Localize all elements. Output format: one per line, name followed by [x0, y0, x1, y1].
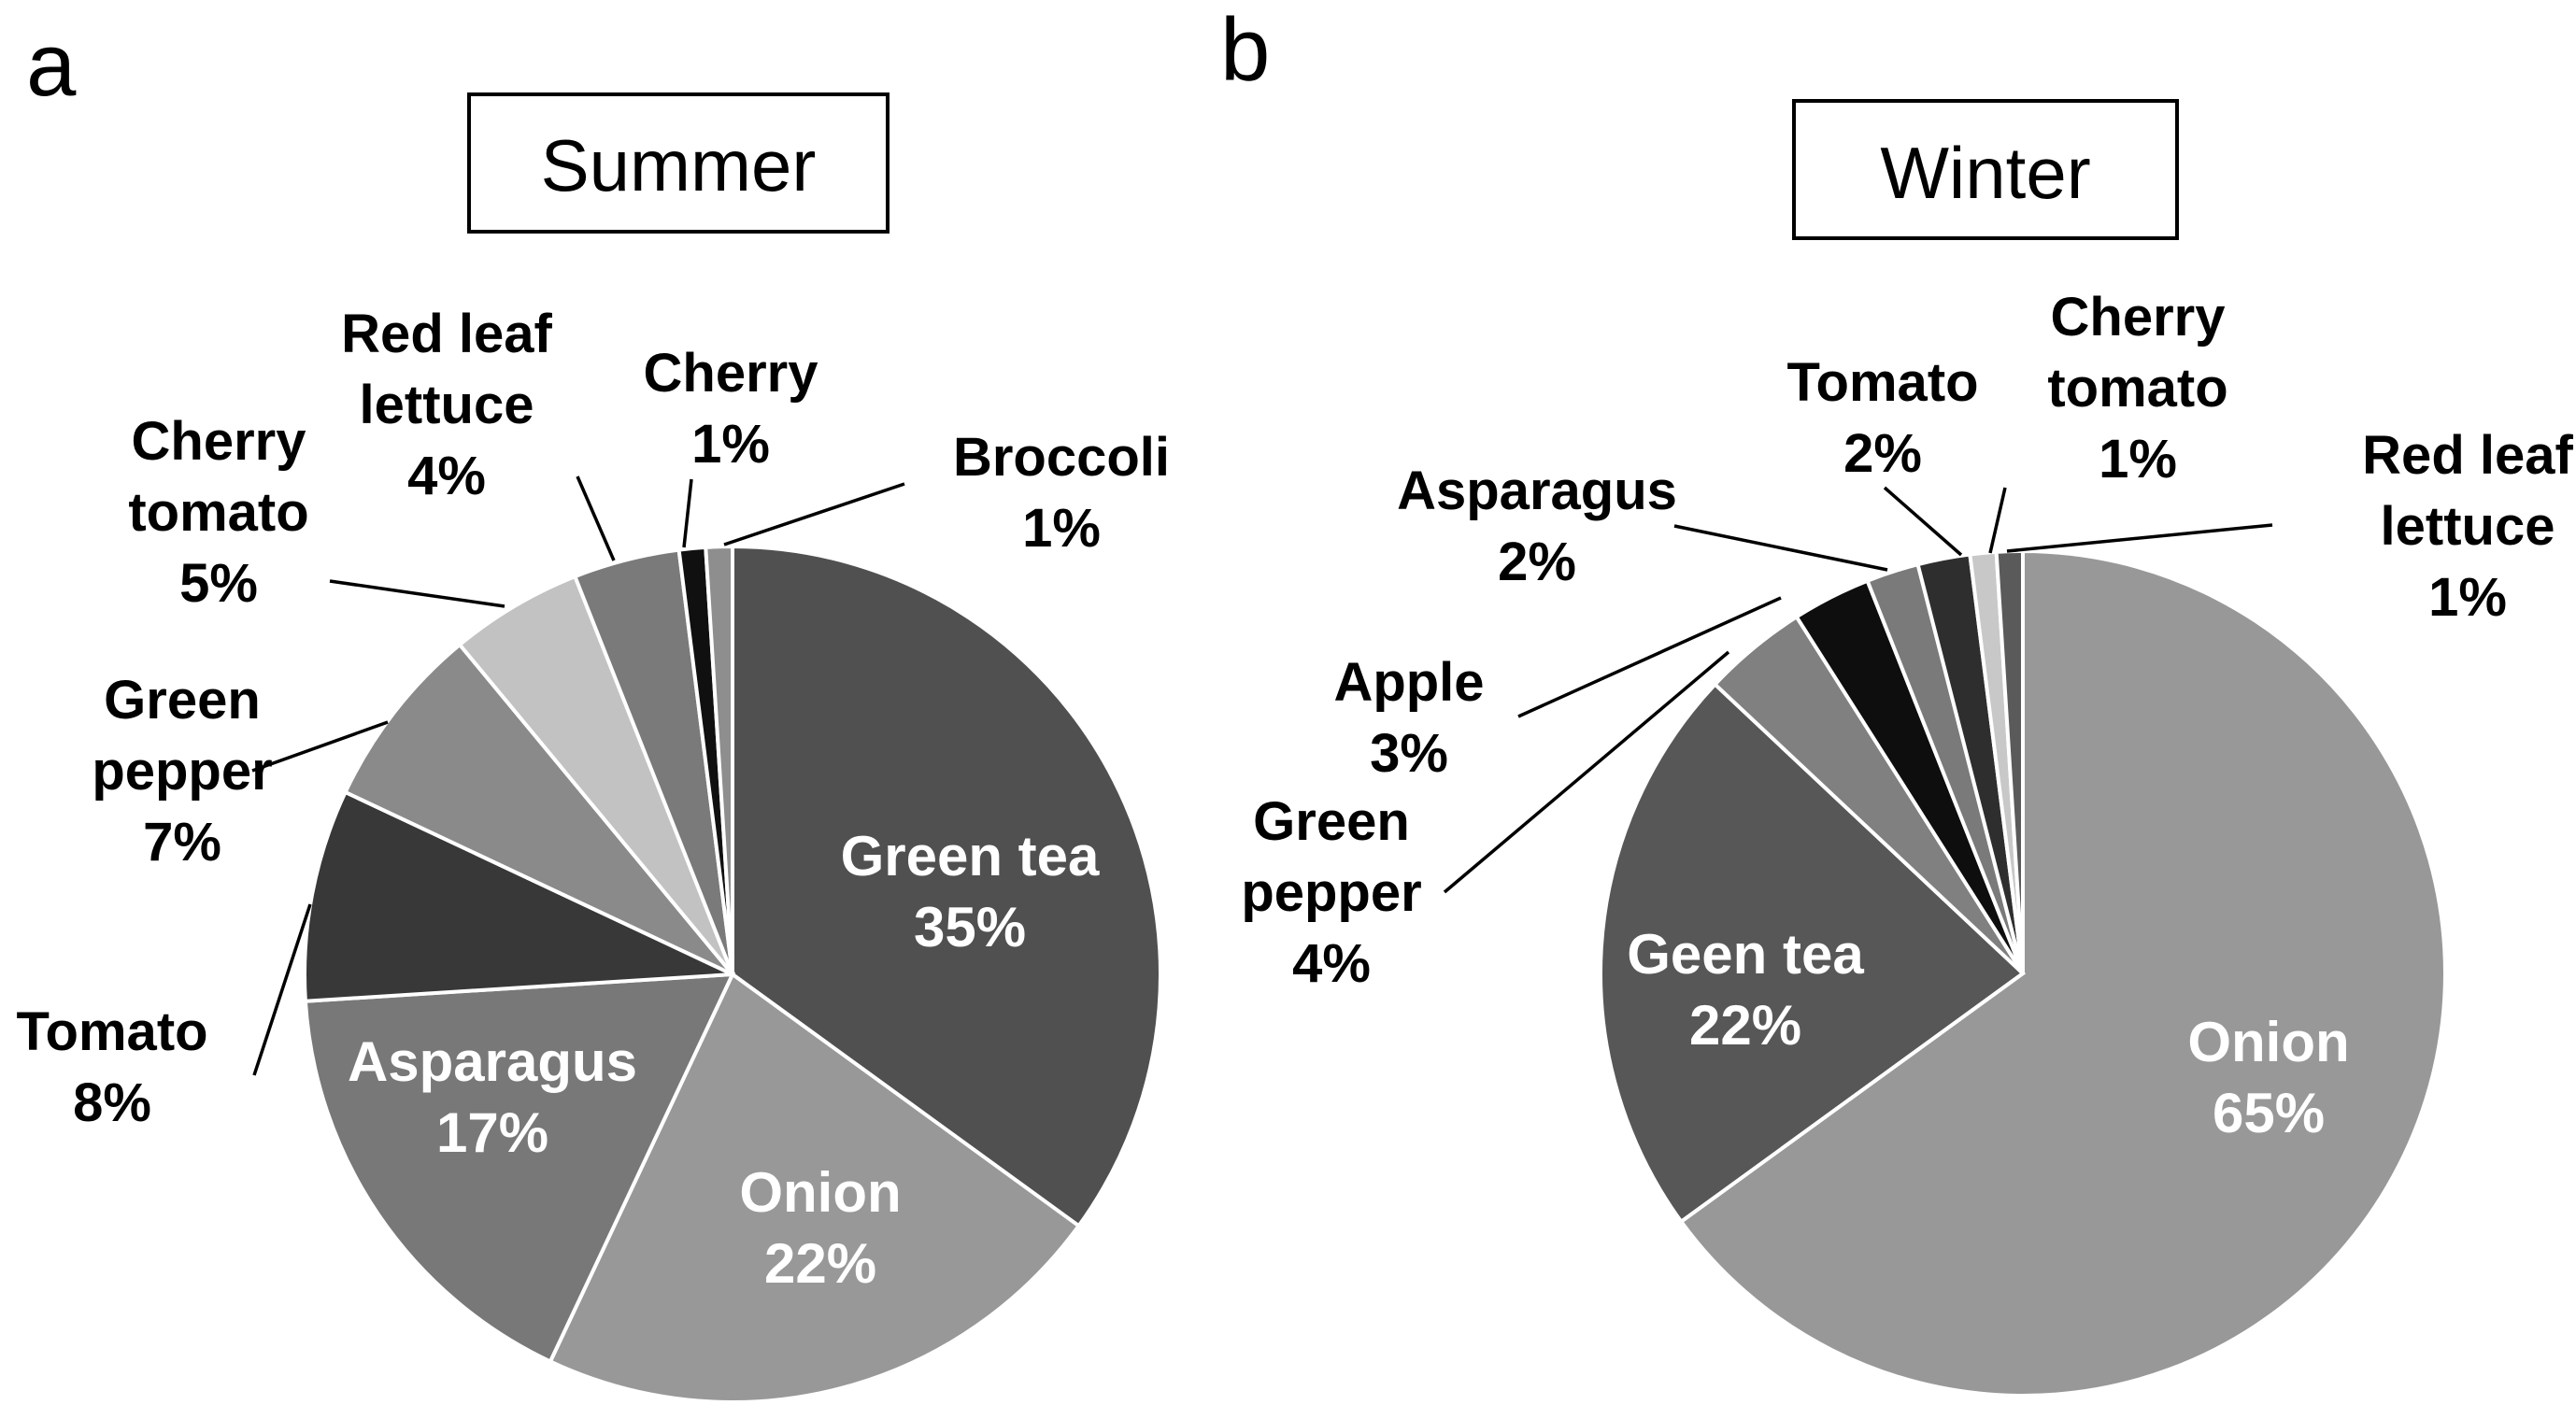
slice-label-onion: Onion 65% [2187, 1011, 2349, 1144]
slice-name-green-pepper: pepper [92, 741, 272, 802]
slice-label-tomato: Tomato 8% [16, 1001, 207, 1133]
slice-label-cherry-tomato: Cherry tomato 5% [128, 411, 308, 614]
summer-pie: Green tea 35% Onion 22% Asparagus 17% Tomato 8%… [16, 304, 1170, 1404]
slice-label-cherry: Cherry 1% [644, 343, 818, 475]
pie-slice-onion [1678, 548, 2447, 1398]
leader-line-cherry-tomato [1988, 487, 2007, 554]
slice-percent-apple: 3% [1370, 723, 1448, 784]
slice-label-asparagus: Asparagus 2% [1397, 461, 1677, 592]
slice-name-green-tea: Green tea [841, 825, 1100, 887]
slice-percent-onion: 65% [2213, 1082, 2325, 1144]
panel-a: a Summer Green tea 35% Onion 22% Asparagus 17… [16, 15, 1170, 1404]
leader-line-asparagus [1673, 524, 1888, 572]
slice-percent-asparagus: 2% [1498, 532, 1576, 592]
slice-label-asparagus: Asparagus 17% [348, 1030, 637, 1164]
slice-name-green-pepper: Green [104, 670, 261, 731]
slice-name-geen-tea: Geen tea [1627, 923, 1864, 986]
pie-slice-green-tea [731, 544, 1162, 1229]
slice-percent-green-tea: 35% [914, 896, 1026, 958]
slice-name-asparagus: Asparagus [348, 1030, 637, 1093]
slice-percent-onion: 22% [764, 1232, 876, 1295]
summer-title-box [467, 92, 890, 234]
leader-line-broccoli [723, 482, 905, 546]
slice-name-red-leaf-lettuce: lettuce [2381, 496, 2555, 557]
slice-label-red-leaf-lettuce: Red leaf lettuce 4% [341, 304, 552, 506]
slice-percent-green-pepper: 4% [1292, 933, 1371, 994]
pie-slice-cherry-tomato [457, 574, 734, 976]
pie-slice-green-pepper [342, 642, 734, 976]
slice-label-green-tea: Green tea 35% [841, 825, 1100, 958]
slice-name-cherry: Cherry [644, 343, 818, 404]
leader-line-cherry [682, 478, 693, 548]
slice-label-apple: Apple 3% [1333, 652, 1484, 784]
slice-percent-cherry-tomato: 1% [2099, 429, 2177, 490]
leader-line-red-leaf-lettuce [576, 475, 616, 561]
slice-percent-asparagus: 17% [436, 1101, 548, 1164]
slice-label-green-pepper: Green pepper 4% [1241, 791, 1421, 994]
slice-name-green-pepper: Green [1253, 791, 1410, 852]
slice-label-red-leaf-lettuce: Red leaf lettuce 1% [2362, 425, 2573, 628]
slice-name-cherry-tomato: Cherry [132, 411, 306, 472]
slice-name-asparagus: Asparagus [1397, 461, 1677, 521]
slice-name-green-pepper: pepper [1241, 862, 1421, 923]
pie-slice-geen-tea [1599, 681, 2027, 1225]
slice-name-cherry-tomato: tomato [2047, 358, 2227, 419]
slice-percent-broccoli: 1% [1022, 498, 1101, 559]
pie-slice-tomato [303, 789, 733, 1003]
leader-line-red-leaf-lettuce [2006, 523, 2273, 553]
slice-label-broccoli: Broccoli 1% [953, 427, 1170, 559]
slice-percent-cherry-tomato: 5% [179, 553, 258, 614]
slice-name-tomato: Tomato [1786, 352, 1978, 413]
panel-letter-b: b [1220, 0, 1270, 100]
slice-name-onion: Onion [739, 1161, 901, 1224]
slice-name-cherry-tomato: Cherry [2051, 287, 2226, 348]
slice-label-geen-tea: Geen tea 22% [1627, 923, 1864, 1057]
slice-name-broccoli: Broccoli [953, 427, 1170, 488]
panel-letter-a: a [26, 15, 77, 115]
winter-title: Winter [1880, 132, 2090, 214]
slice-name-red-leaf-lettuce: lettuce [360, 375, 534, 435]
slice-name-apple: Apple [1333, 652, 1484, 713]
leader-line-green-pepper [1443, 650, 1730, 894]
leader-line-tomato [1883, 486, 1963, 557]
slice-percent-green-pepper: 7% [143, 812, 221, 873]
slice-percent-tomato: 8% [73, 1072, 151, 1133]
leader-line-tomato [252, 903, 312, 1076]
slice-label-cherry-tomato: Cherry tomato 1% [2047, 287, 2227, 490]
slice-label-onion: Onion 22% [739, 1161, 901, 1295]
slice-percent-tomato: 2% [1843, 423, 1922, 484]
pie-slice-broccoli [704, 544, 734, 975]
leader-line-cherry-tomato [329, 579, 505, 608]
slice-name-red-leaf-lettuce: Red leaf [341, 304, 552, 364]
slice-label-tomato: Tomato 2% [1786, 352, 1978, 484]
slice-percent-cherry: 1% [691, 414, 770, 475]
leader-line-green-pepper [251, 720, 389, 773]
slice-name-onion: Onion [2187, 1011, 2349, 1073]
summer-title: Summer [541, 124, 817, 206]
slice-label-green-pepper: Green pepper 7% [92, 670, 272, 873]
slice-name-cherry-tomato: tomato [128, 482, 308, 543]
pie-slice-asparagus [303, 972, 736, 1365]
slice-percent-red-leaf-lettuce: 1% [2428, 567, 2507, 628]
slice-percent-red-leaf-lettuce: 4% [407, 446, 486, 506]
slice-name-tomato: Tomato [16, 1001, 207, 1062]
panel-b: b Winter Onion 65% Geen tea 22% Green pepper 4… [1220, 0, 2573, 1398]
winter-title-box [1792, 99, 2179, 240]
slice-percent-geen-tea: 22% [1689, 994, 1801, 1057]
winter-pie: Onion 65%Geen tea 22%Green pepper 4%Apple 3%A… [1241, 287, 2573, 1398]
slice-name-red-leaf-lettuce: Red leaf [2362, 425, 2573, 486]
leader-line-apple [1517, 596, 1782, 718]
